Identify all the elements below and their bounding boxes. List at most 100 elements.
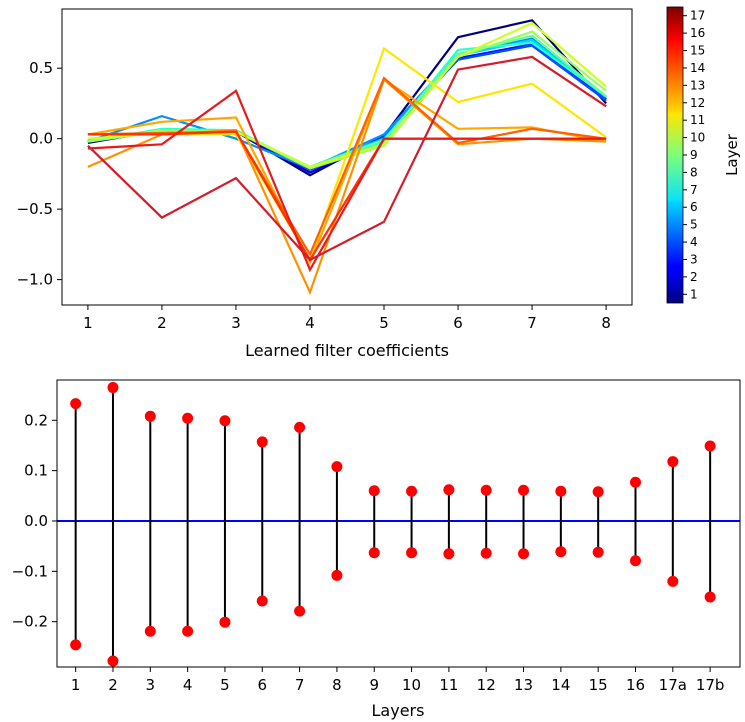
bottom-x-tick-label: 10 [402,676,421,694]
stem-marker-lower-1 [70,639,82,651]
top-x-tick-label: 7 [527,314,537,332]
stem-marker-upper-14 [555,485,567,497]
stem-marker-lower-13 [518,548,530,560]
top-x-tick-label: 2 [157,314,167,332]
stem-marker-upper-9 [368,485,380,497]
colorbar-tick-label: 7 [690,183,698,197]
stem-marker-upper-4 [182,412,194,424]
bottom-y-axis: 0.2 0.1 0.0 −0.1 −0.2 [12,411,57,631]
colorbar-tick-label: 4 [690,235,698,249]
colorbar-tick-label: 16 [690,26,705,40]
colorbar-tick-label: 11 [690,113,705,127]
stem-marker-lower-14 [555,546,567,558]
bottom-y-tick-label: −0.1 [12,562,48,580]
stem-marker-lower-3 [144,625,156,637]
stem-marker-upper-17a [667,456,679,468]
top-y-tick-label: 0.0 [29,130,53,148]
stem-marker-lower-10 [406,547,418,559]
top-x-axis-title: Learned filter coefficients [245,341,449,360]
stem-marker-upper-12 [480,484,492,496]
bottom-x-tick-label: 6 [257,676,267,694]
stem-marker-lower-17a [667,575,679,587]
colorbar-tick-label: 8 [690,165,698,179]
colorbar-tick-label: 14 [690,61,705,75]
bottom-x-tick-label: 15 [589,676,608,694]
stem-marker-lower-8 [331,569,343,581]
bottom-chart: 0.20.10.0−0.1−0.2 1 2 3 4 5 6 7 8 9 10 11 12 13 14 15 1… [12,379,741,720]
stem-marker-upper-8 [331,461,343,473]
bottom-x-tick-label: 13 [514,676,533,694]
stem-marker-upper-2 [107,382,119,394]
colorbar-tick-label: 5 [690,218,698,232]
series-line-layer-12 [87,77,607,266]
stem-marker-lower-7 [294,605,306,617]
stem-marker-lower-6 [256,595,268,607]
stem-marker-upper-5 [219,415,231,427]
top-x-tick-label: 5 [379,314,389,332]
colorbar-tick-label: 13 [690,78,705,92]
stem-marker-lower-4 [182,625,194,637]
stem-marker-lower-11 [443,548,455,560]
bottom-y-tick-label: 0.1 [24,462,48,480]
stem-marker-lower-2 [107,655,119,667]
stem-marker-upper-3 [144,410,156,422]
top-y-tick-label: −0.5 [17,200,53,218]
bottom-x-tick-label: 1 [71,676,81,694]
stem-marker-lower-9 [368,547,380,559]
bottom-x-tick-label: 2 [108,676,118,694]
bottom-x-tick-label: 4 [183,676,193,694]
bottom-x-tick-label: 8 [332,676,342,694]
stem-marker-upper-6 [256,436,268,448]
colorbar-tick-label: 9 [690,148,698,162]
colorbar-title: Layer [723,133,741,176]
bottom-x-tick-label: 5 [220,676,230,694]
stem-marker-lower-17b [704,591,716,603]
colorbar-tick-label: 17 [690,9,705,23]
stem-marker-upper-10 [406,485,418,497]
stem-marker-upper-1 [70,398,82,410]
stem-marker-upper-17b [704,440,716,452]
top-y-tick-label: 0.5 [29,59,53,77]
bottom-y-tick-label: 0.2 [24,411,48,429]
top-x-tick-label: 8 [601,314,611,332]
stem-marker-lower-12 [480,547,492,559]
bottom-x-tick-label: 16 [626,676,645,694]
bottom-x-tick-label: 3 [146,676,156,694]
stem-marker-upper-13 [518,484,530,496]
top-x-tick-label: 6 [453,314,463,332]
colorbar-tick-label: 1 [690,287,698,301]
bottom-x-axis-title: Layers [372,701,425,720]
series-line-layer-14 [87,76,607,257]
bottom-x-tick-label: 12 [477,676,496,694]
colorbar-tick-label: 15 [690,44,705,58]
bottom-x-tick-label: 17a [659,676,687,694]
stem-marker-upper-16 [629,476,641,488]
top-y-axis: 0.5 0.0 −0.5 −1.0 [17,59,62,289]
bottom-x-tick-label: 7 [295,676,305,694]
bottom-plot-background [57,380,740,667]
bottom-x-tick-label: 9 [369,676,379,694]
top-x-tick-label: 3 [231,314,241,332]
top-y-tick-label: −1.0 [17,271,53,289]
colorbar-tick-label: 10 [690,131,705,145]
top-x-axis: 1 2 3 4 5 6 7 8 [83,305,611,332]
bottom-y-tick-label: 0.0 [24,512,48,530]
bottom-x-tick-label: 11 [439,676,458,694]
colorbar-tick-label: 12 [690,96,705,110]
colorbar-tick-label: 2 [690,270,698,284]
stem-marker-upper-15 [592,486,604,498]
bottom-x-axis: 1 2 3 4 5 6 7 8 9 10 11 12 13 14 15 16 17a 17b [71,667,725,694]
bottom-x-tick-label: 14 [551,676,570,694]
colorbar-gradient [666,6,684,304]
bottom-stems [70,382,716,667]
colorbar-tick-label: 3 [690,252,698,266]
stem-marker-upper-7 [294,421,306,433]
bottom-x-tick-label: 17b [696,676,725,694]
colorbar-tick-label: 6 [690,200,698,214]
top-x-tick-label: 1 [83,314,93,332]
bottom-y-tick-label: −0.2 [12,613,48,631]
bottom-plot-frame [56,379,741,668]
